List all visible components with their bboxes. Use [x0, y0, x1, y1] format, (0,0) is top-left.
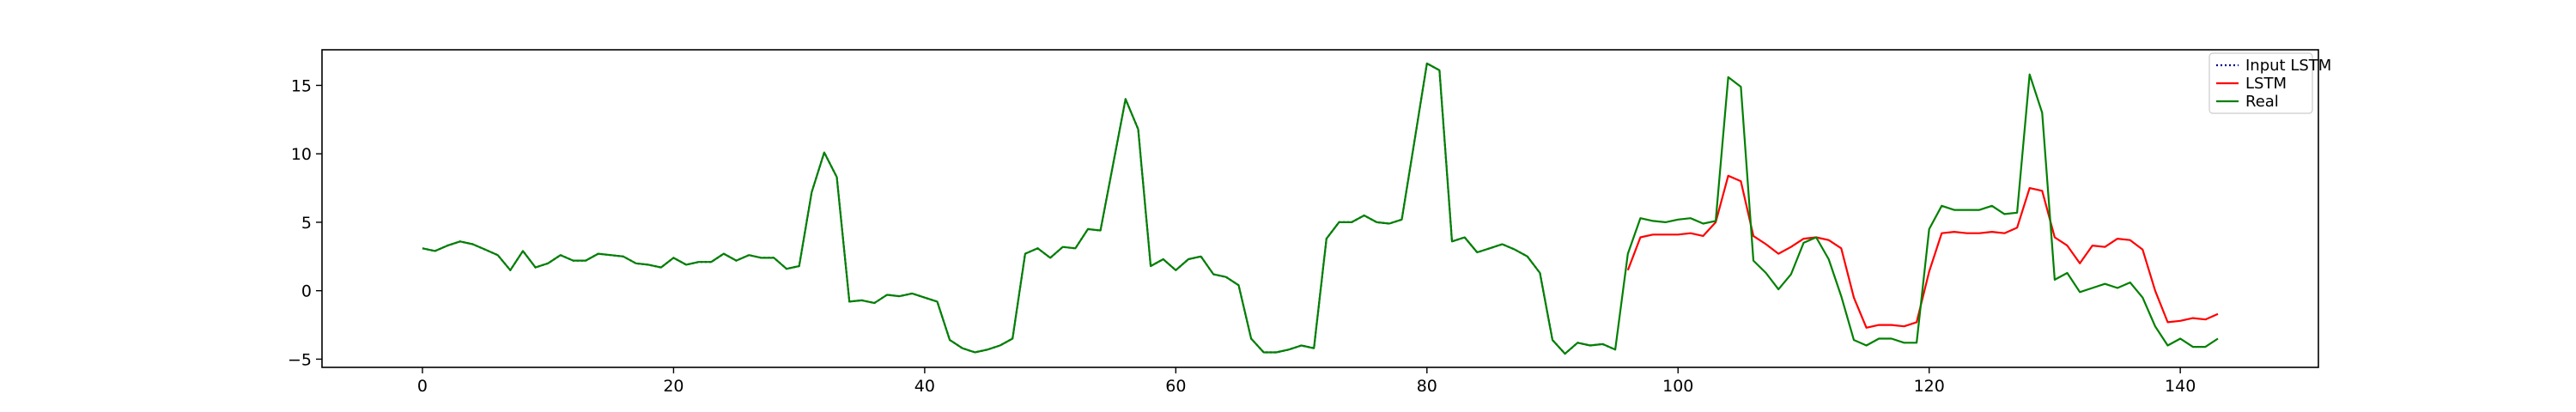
series-line-real: [422, 62, 2219, 355]
legend-label: Input LSTM: [2245, 57, 2331, 75]
plot-frame: [321, 49, 2319, 368]
x-tick-label: 20: [663, 377, 683, 396]
x-tick-label: 120: [1914, 377, 1945, 396]
x-tick-label: 140: [2165, 377, 2196, 396]
x-tick-label: 100: [1662, 377, 1693, 396]
series-line-lstm: [1626, 174, 2219, 329]
x-tick-label: 80: [1417, 377, 1437, 396]
y-tick-label: 10: [291, 145, 312, 164]
series-layer: [422, 62, 2219, 355]
x-tick-label: 0: [417, 377, 428, 396]
legend-box: [2208, 52, 2313, 114]
legend-label: Real: [2245, 93, 2279, 111]
y-tick-label: 15: [291, 76, 312, 95]
y-tick-label: 0: [301, 282, 312, 301]
y-tick-label: −5: [288, 350, 312, 369]
x-tick-label: 40: [914, 377, 935, 396]
x-axis: 0 20 40 60 80 100 120 140: [417, 367, 2196, 396]
y-tick-label: 5: [301, 214, 312, 233]
y-axis: −5 0 5 10 15: [288, 76, 322, 369]
x-tick-label: 60: [1165, 377, 1186, 396]
series-line-input-lstm: [422, 62, 1616, 355]
legend-label: LSTM: [2245, 75, 2287, 93]
